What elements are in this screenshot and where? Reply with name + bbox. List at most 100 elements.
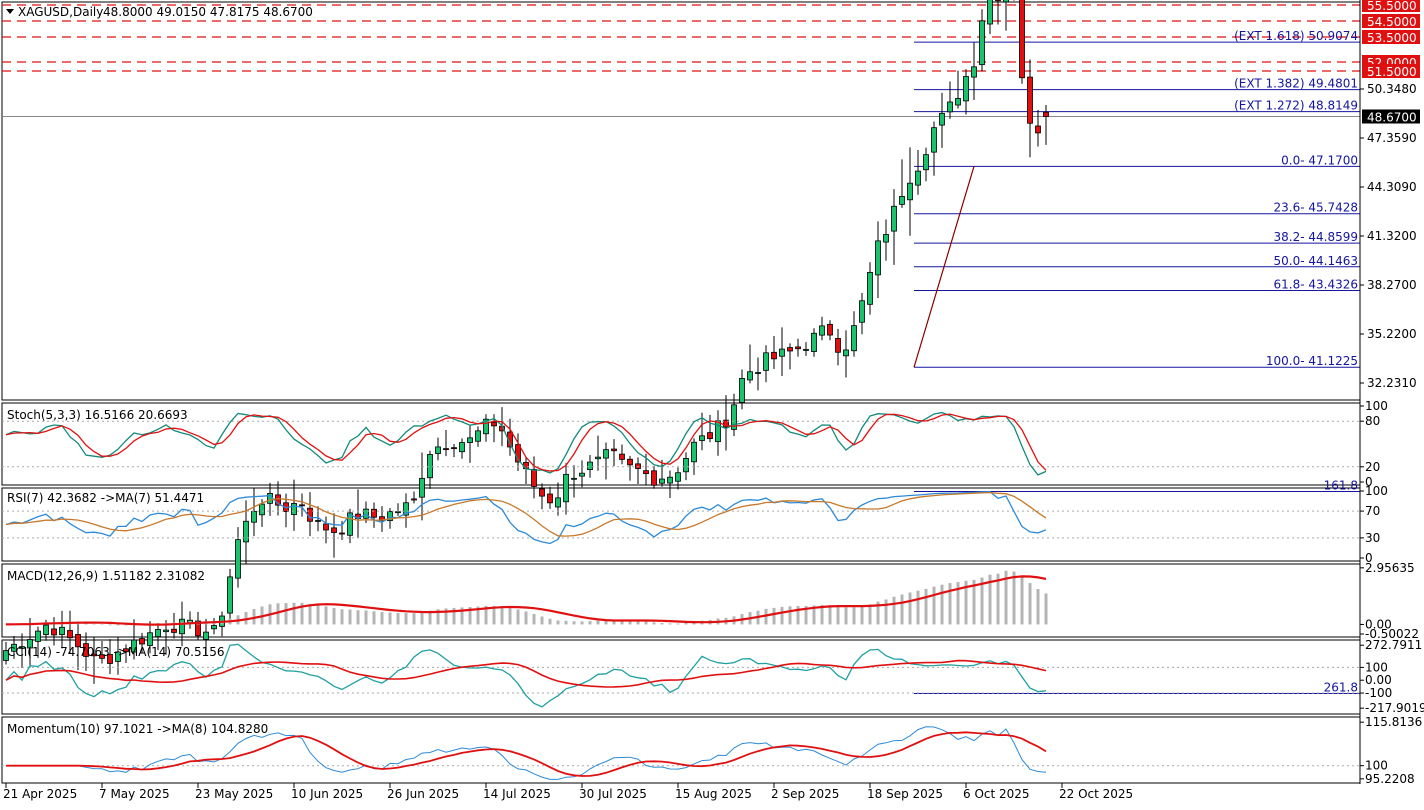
- candlestick: [27, 618, 33, 668]
- candlestick: [75, 621, 81, 671]
- candlestick: [819, 316, 825, 341]
- fibonacci-level-label: (EXT 1.272) 48.8149: [1234, 99, 1358, 113]
- candlestick: [891, 189, 897, 265]
- macd-histogram-bar: [4, 624, 8, 625]
- candle-body: [203, 631, 209, 640]
- candlestick: [1043, 105, 1049, 145]
- candle-body: [699, 435, 705, 441]
- candlestick: [67, 610, 73, 654]
- candlestick: [883, 219, 889, 261]
- candle-body: [947, 101, 953, 113]
- macd-histogram-bar: [980, 577, 984, 625]
- price-axis-label: 44.3090: [1367, 180, 1417, 194]
- candlestick: [931, 121, 937, 176]
- candle-body: [539, 488, 545, 497]
- candle-body: [579, 472, 585, 477]
- macd-histogram-bar: [1044, 593, 1048, 625]
- candlestick: [211, 618, 217, 635]
- candle-body: [923, 154, 929, 171]
- macd-histogram-bar: [428, 610, 432, 625]
- current-price-label: 48.6700: [1367, 111, 1417, 125]
- level-price-label: 54.5000: [1367, 15, 1417, 29]
- candle-body: [891, 205, 897, 232]
- candle-body: [27, 639, 33, 649]
- fibonacci-level-label: 38.2- 44.8599: [1274, 230, 1359, 244]
- candlestick: [619, 444, 625, 465]
- candle-body: [619, 453, 625, 460]
- candle-body: [1043, 111, 1049, 117]
- chart-menu-arrow-icon[interactable]: [6, 9, 14, 14]
- candle-body: [843, 349, 849, 357]
- macd-histogram-bar: [300, 602, 304, 625]
- candlestick: [395, 503, 401, 516]
- level-price-tag: [1362, 30, 1420, 44]
- candle-body: [459, 442, 465, 453]
- candle-body: [811, 332, 817, 352]
- level-price-tag: [1362, 0, 1420, 12]
- candlestick: [779, 327, 785, 377]
- macd-histogram-bar: [620, 619, 624, 625]
- macd-histogram-bar: [860, 606, 864, 625]
- candle-body: [915, 170, 921, 186]
- macd-histogram-bar: [492, 605, 496, 625]
- macd-histogram-bar: [476, 606, 480, 625]
- cci-title: CCI(14) -74.7063 ->MA(14) 70.5156: [7, 645, 225, 659]
- candle-body: [819, 325, 825, 336]
- candle-body: [83, 643, 89, 657]
- macd-histogram-bar: [916, 590, 920, 625]
- candlestick: [971, 42, 977, 101]
- candle-body: [563, 473, 569, 503]
- x-axis-label: 2 Sep 2025: [771, 787, 839, 801]
- candle-body: [931, 127, 937, 153]
- candlestick: [595, 435, 601, 471]
- cci-ma-line: [5, 659, 1047, 688]
- candlestick: [131, 619, 137, 660]
- candle-body: [443, 448, 449, 451]
- symbol-label: XAGUSD,Daily: [18, 5, 103, 19]
- macd-histogram-bar: [956, 582, 960, 625]
- candle-body: [19, 646, 25, 649]
- macd-histogram-bar: [764, 608, 768, 625]
- candle-body: [395, 511, 401, 514]
- macd-histogram-bar: [460, 607, 464, 625]
- candle-body: [627, 458, 633, 466]
- mom-axis-label: 100: [1365, 759, 1388, 773]
- stoch-axis-label: 0: [1365, 475, 1373, 489]
- candlestick: [603, 442, 609, 480]
- macd-histogram-bar: [484, 605, 488, 625]
- macd-histogram-bar: [972, 579, 976, 625]
- macd-histogram-bar: [868, 604, 872, 625]
- candlestick: [955, 70, 961, 109]
- momentum-title: Momentum(10) 97.1021 ->MA(8) 104.8280: [7, 722, 268, 736]
- macd-histogram-bar: [844, 607, 848, 625]
- candlestick: [587, 455, 593, 478]
- candle-body: [35, 630, 41, 642]
- macd-histogram-bar: [108, 624, 112, 626]
- macd-histogram-bar: [92, 623, 96, 625]
- x-axis-label: 23 May 2025: [195, 787, 273, 801]
- macd-histogram-bar: [84, 623, 88, 625]
- candle-body: [235, 539, 241, 579]
- candle-body: [731, 404, 737, 430]
- candlestick: [731, 393, 737, 437]
- candlestick: [699, 412, 705, 451]
- cci-axis-label: 100: [1365, 660, 1388, 674]
- candle-body: [251, 510, 257, 523]
- candle-body: [347, 512, 353, 536]
- macd-histogram-bar: [892, 596, 896, 625]
- macd-histogram-bar: [372, 611, 376, 625]
- macd-histogram-bar: [652, 622, 656, 625]
- stoch-signal-line: [5, 413, 1047, 472]
- candlestick: [475, 426, 481, 447]
- candle-body: [483, 418, 489, 435]
- macd-histogram-bar: [812, 605, 816, 625]
- stoch-axis-label: 100: [1365, 399, 1388, 413]
- level-price-tag: [1362, 64, 1420, 78]
- candle-body: [763, 352, 769, 371]
- macd-histogram-bar: [452, 607, 456, 625]
- fibonacci-level-label: 50.0- 44.1463: [1274, 254, 1359, 268]
- candlestick: [35, 626, 41, 658]
- fibonacci-level-label: (EXT 1.618) 50.9074: [1234, 29, 1358, 43]
- macd-histogram-bar: [380, 612, 384, 625]
